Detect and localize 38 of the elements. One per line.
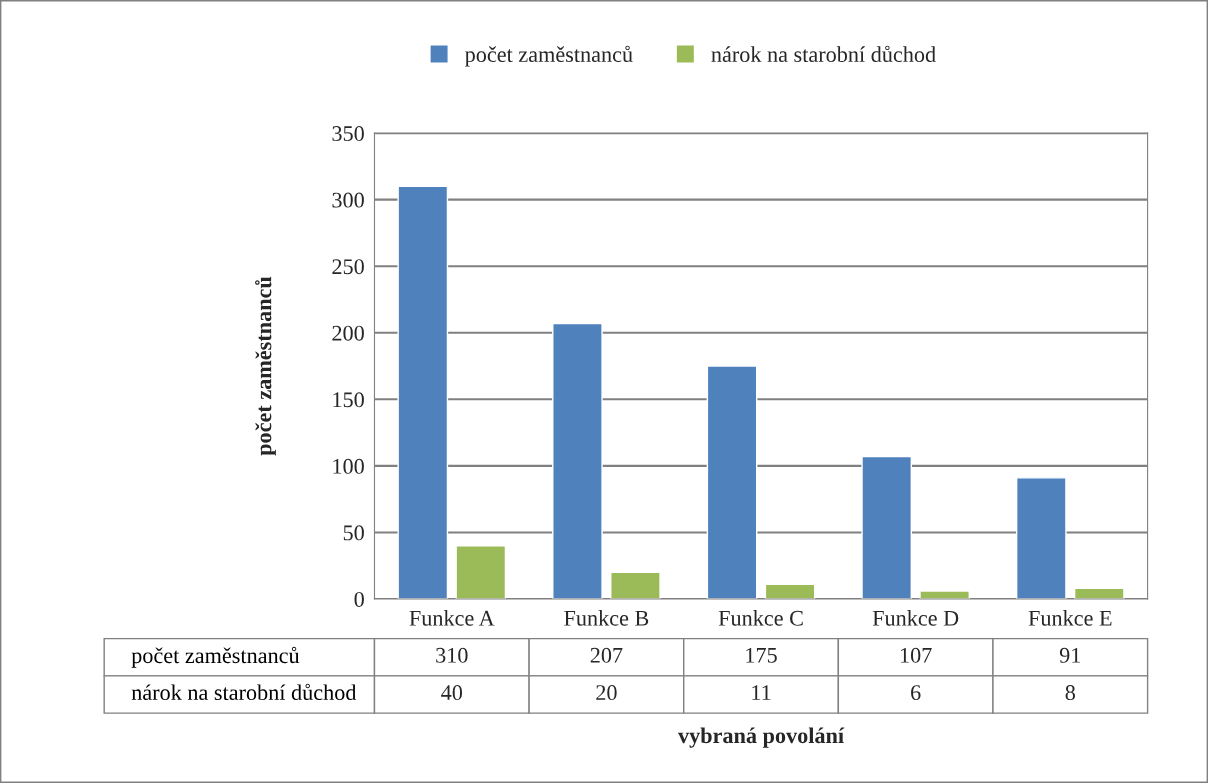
data-label: 107 bbox=[900, 647, 932, 663]
x-axis-title: vybraná povolání bbox=[678, 727, 845, 748]
bar bbox=[455, 545, 507, 599]
data-label: 6 bbox=[911, 685, 921, 701]
x-tick-label: Funkce A bbox=[409, 610, 495, 626]
data-label: 310 bbox=[436, 647, 468, 663]
y-tick-label: 100 bbox=[333, 458, 364, 474]
data-label: 20 bbox=[596, 685, 617, 701]
bar bbox=[764, 583, 816, 599]
data-label: 175 bbox=[746, 647, 777, 663]
y-tick-label: 150 bbox=[333, 392, 364, 408]
y-tick-label: 50 bbox=[343, 525, 364, 541]
y-tick-label: 300 bbox=[332, 192, 364, 208]
bar bbox=[552, 322, 603, 599]
bar bbox=[397, 185, 449, 599]
data-label: 207 bbox=[590, 647, 623, 663]
y-axis-title: počet zaměstnanců bbox=[255, 276, 276, 456]
bar bbox=[1015, 477, 1067, 599]
bar bbox=[919, 590, 970, 599]
x-tick-label: Funkce C bbox=[718, 610, 803, 626]
legend-label: počet zaměstnanců bbox=[465, 45, 633, 67]
data-label: 11 bbox=[752, 685, 771, 700]
y-tick-label: 200 bbox=[332, 325, 364, 341]
y-tick-label: 250 bbox=[332, 259, 364, 275]
data-label: 8 bbox=[1065, 685, 1075, 701]
x-tick-label: Funkce E bbox=[1028, 610, 1112, 626]
text: počet zaměstnanců bbox=[131, 646, 300, 668]
x-tick-label: Funkce B bbox=[564, 610, 649, 626]
y-tick-label: 0 bbox=[354, 591, 364, 607]
bar bbox=[610, 571, 661, 599]
bar bbox=[706, 365, 758, 599]
bar bbox=[861, 455, 913, 599]
data-label: 40 bbox=[441, 685, 463, 701]
x-tick-label: Funkce D bbox=[872, 610, 959, 626]
text: nárok na starobní důchod bbox=[131, 683, 357, 701]
y-tick-label: 350 bbox=[332, 126, 364, 142]
legend-label: nárok na starobní důchod bbox=[711, 45, 936, 63]
data-label: 91 bbox=[1059, 647, 1081, 663]
